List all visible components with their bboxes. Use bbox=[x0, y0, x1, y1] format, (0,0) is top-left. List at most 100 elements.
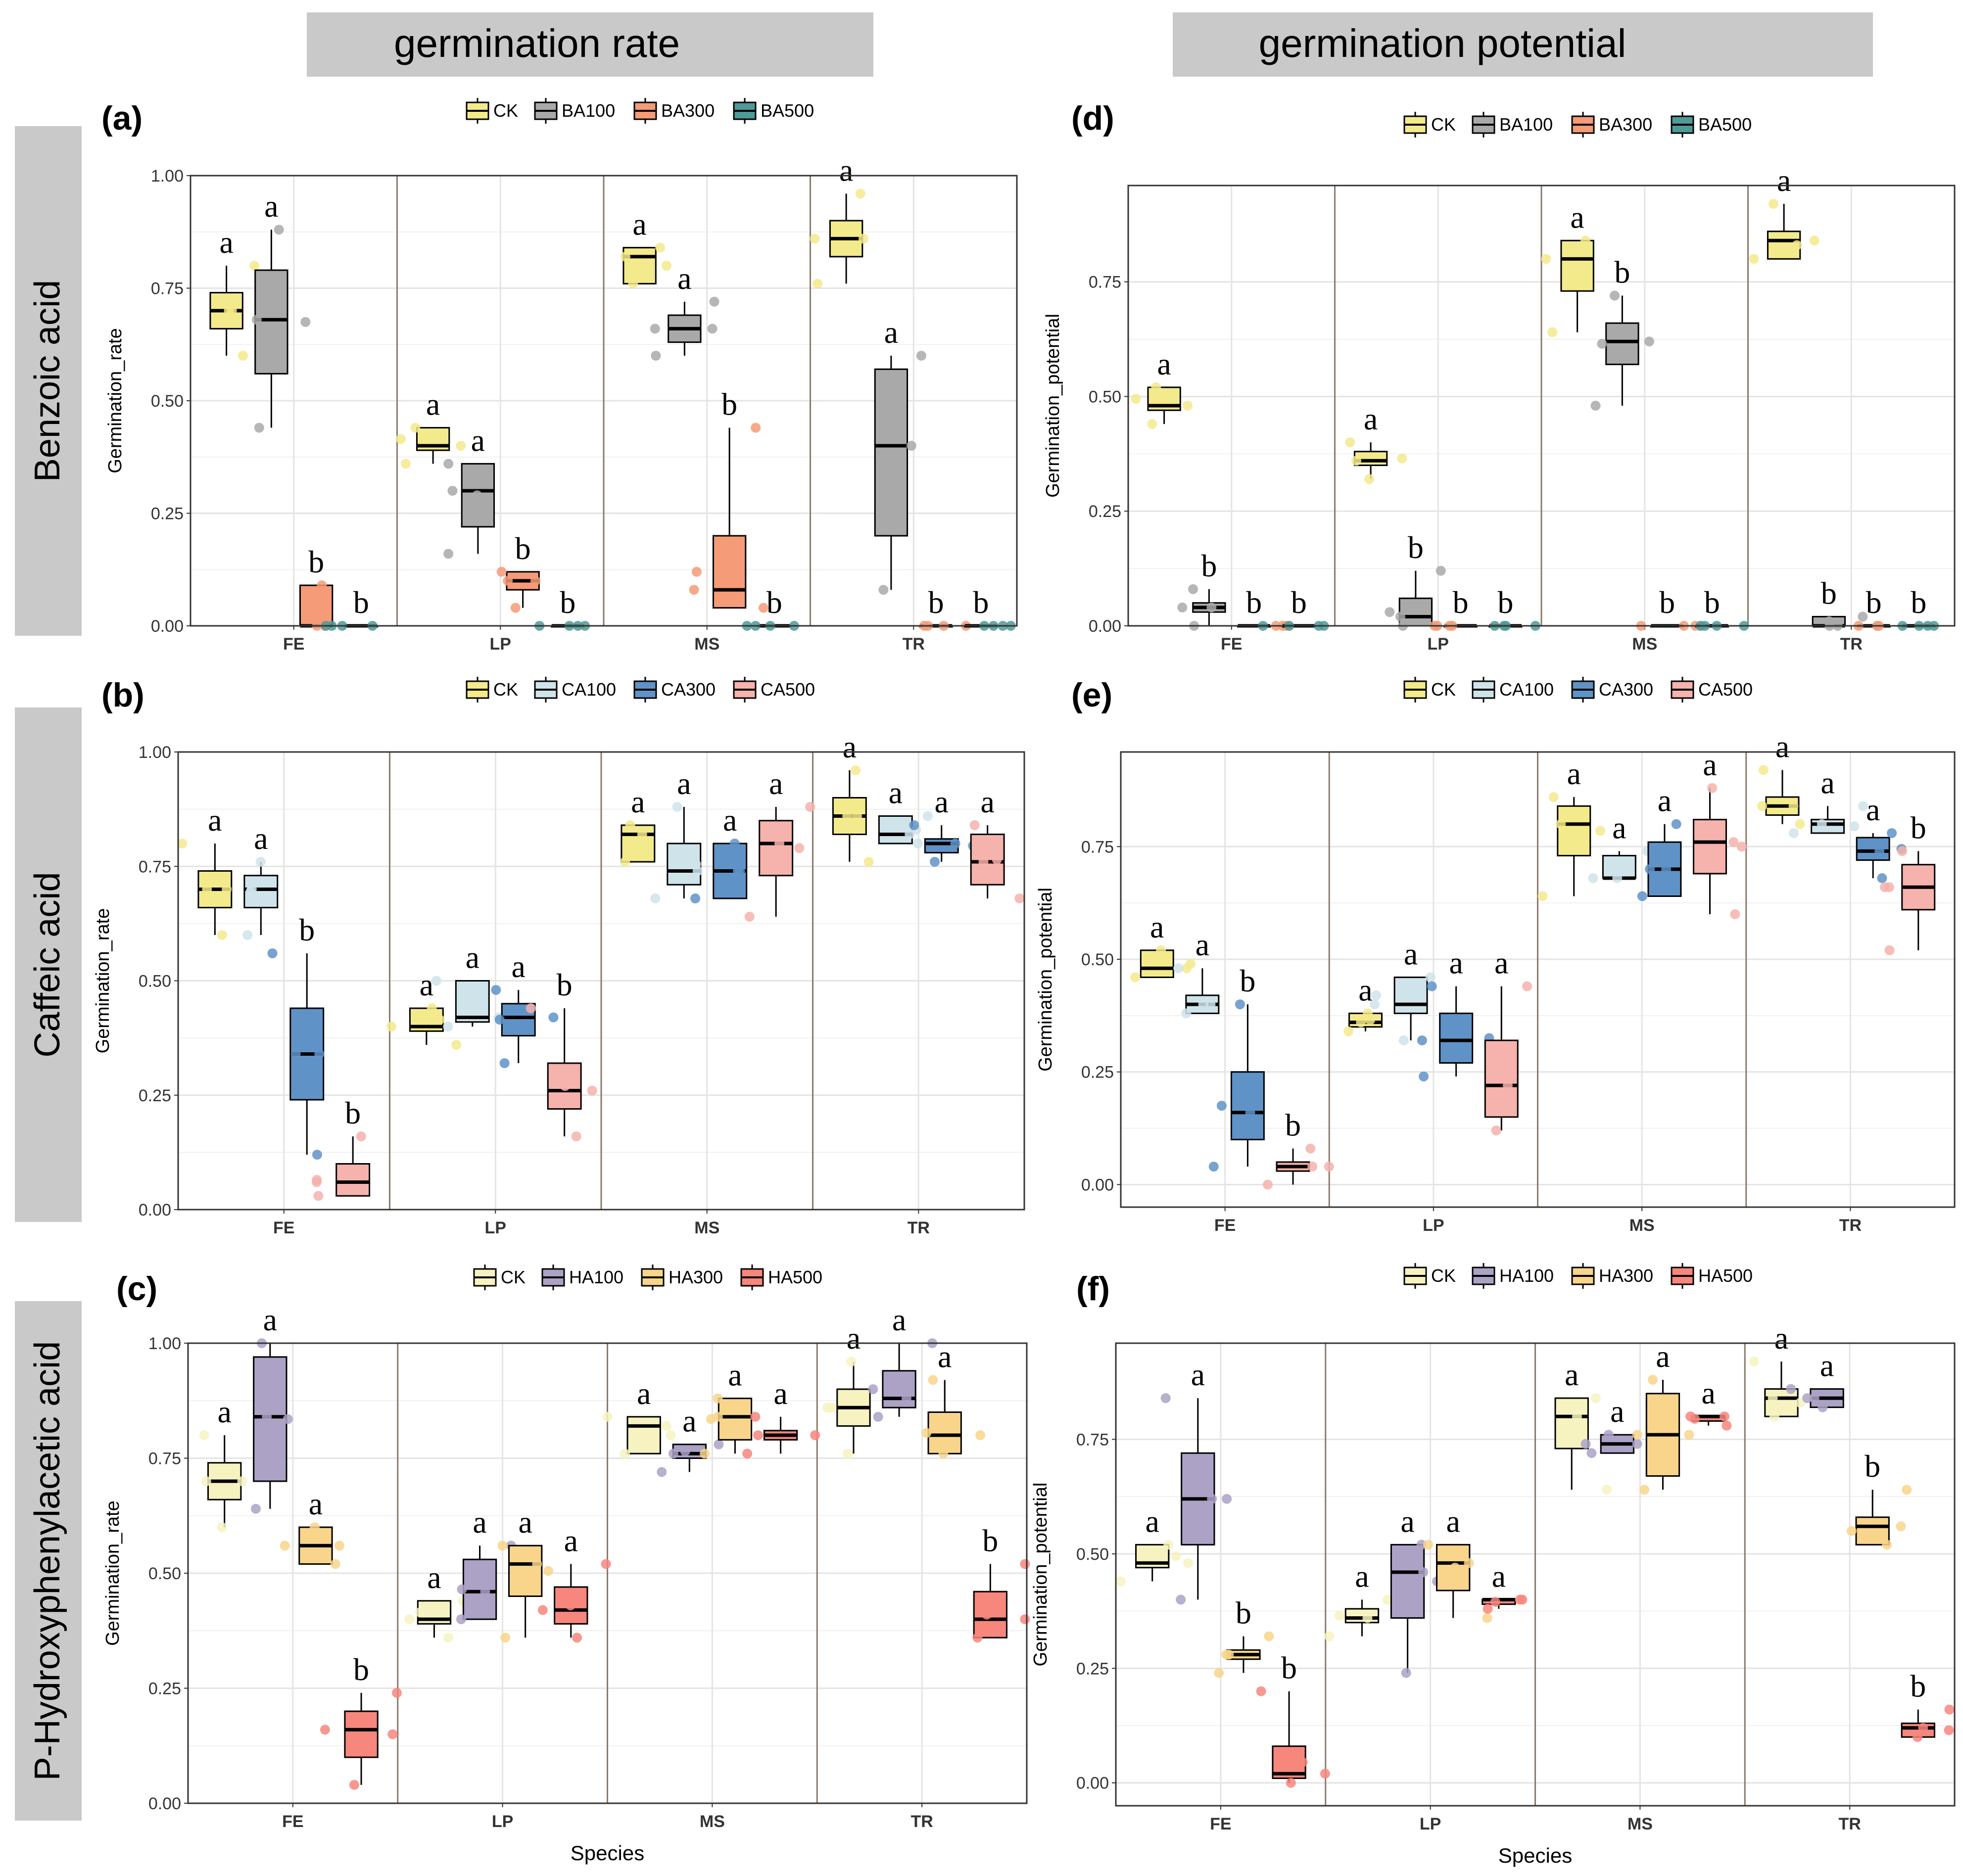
legend-label-BA100: BA100 bbox=[1499, 114, 1553, 135]
box-CK-MS bbox=[626, 1416, 661, 1454]
data-point bbox=[497, 1541, 508, 1551]
data-point bbox=[1563, 261, 1573, 271]
sig-letter: a bbox=[1703, 747, 1717, 782]
box-CA100-TR bbox=[1811, 819, 1845, 834]
sig-letter: a bbox=[938, 1339, 952, 1374]
data-point bbox=[992, 854, 1002, 865]
data-point bbox=[1362, 1613, 1373, 1623]
y-tick-label: 0.50 bbox=[148, 1564, 181, 1583]
data-point bbox=[689, 585, 699, 595]
box-CA500-LP bbox=[547, 1062, 582, 1110]
legend-label-CA300: CA300 bbox=[661, 679, 716, 700]
data-point bbox=[822, 1403, 833, 1413]
sig-letter: a bbox=[677, 261, 691, 296]
data-point bbox=[1163, 1540, 1174, 1550]
box-CA500-MS bbox=[759, 820, 794, 877]
plot-frame bbox=[1127, 185, 1956, 627]
x-tick-label-MS: MS bbox=[694, 1219, 719, 1237]
data-point bbox=[443, 1022, 453, 1032]
legend-label-HA500: HA500 bbox=[768, 1267, 822, 1287]
sig-letter: a bbox=[677, 766, 691, 801]
sig-letter: b bbox=[721, 387, 737, 422]
data-point bbox=[1572, 1411, 1582, 1422]
box-HA300-LP bbox=[508, 1545, 543, 1597]
legend-label-CK: CK bbox=[1431, 1266, 1456, 1286]
data-point bbox=[1597, 338, 1607, 349]
data-point bbox=[1788, 828, 1799, 838]
data-point bbox=[901, 1393, 911, 1404]
data-point bbox=[349, 1780, 359, 1790]
sig-letter: b bbox=[557, 967, 573, 1002]
sig-letter: a bbox=[1355, 1558, 1369, 1594]
sig-letter: a bbox=[723, 802, 737, 838]
data-point bbox=[1632, 1439, 1642, 1449]
header-left-box bbox=[307, 12, 873, 77]
data-point bbox=[843, 1449, 853, 1459]
data-point bbox=[1324, 1631, 1335, 1642]
data-point bbox=[1541, 254, 1551, 264]
sig-letter: a bbox=[1610, 1394, 1624, 1429]
row-label-box-1 bbox=[15, 126, 82, 636]
data-point bbox=[713, 1393, 723, 1404]
data-point bbox=[1417, 1035, 1427, 1045]
data-point bbox=[1884, 882, 1894, 892]
data-point bbox=[443, 459, 454, 469]
sig-letter: a bbox=[1157, 346, 1171, 381]
data-point bbox=[699, 1449, 710, 1459]
sig-letter: a bbox=[512, 949, 526, 984]
data-point bbox=[249, 261, 260, 271]
data-point bbox=[729, 839, 740, 848]
x-tick-label-LP: LP bbox=[490, 635, 511, 654]
data-point bbox=[451, 1040, 462, 1050]
data-point bbox=[858, 234, 868, 244]
box-CK-LP bbox=[1344, 1608, 1380, 1624]
data-point bbox=[242, 930, 253, 940]
data-point bbox=[1671, 819, 1681, 829]
data-point bbox=[1632, 1430, 1642, 1440]
data-point bbox=[1858, 611, 1868, 622]
data-point bbox=[1580, 1439, 1591, 1449]
data-point bbox=[794, 843, 805, 853]
data-point bbox=[1176, 1595, 1186, 1605]
sig-letter: b bbox=[1201, 548, 1217, 583]
data-point bbox=[1418, 1567, 1429, 1577]
data-point bbox=[251, 1503, 261, 1514]
data-point bbox=[496, 566, 507, 577]
data-point bbox=[280, 1541, 290, 1551]
data-point bbox=[909, 820, 919, 830]
y-tick-label: 0.25 bbox=[1089, 502, 1121, 521]
box-CA300-LP bbox=[1439, 1012, 1474, 1064]
sig-letter: a bbox=[1196, 927, 1209, 962]
y-axis-label: Germination_rate bbox=[93, 908, 113, 1054]
sig-letter: a bbox=[420, 967, 433, 1002]
data-point bbox=[1235, 999, 1245, 1010]
data-point bbox=[666, 1430, 676, 1440]
legend-label-CK: CK bbox=[1431, 114, 1456, 135]
data-point bbox=[177, 839, 188, 848]
data-point bbox=[651, 351, 661, 361]
data-point bbox=[404, 1614, 415, 1624]
box-BA100-TR bbox=[874, 368, 909, 537]
box-BA300-MS bbox=[712, 535, 747, 609]
data-point bbox=[1216, 1101, 1227, 1111]
box-HA100-TR bbox=[882, 1370, 916, 1408]
data-point bbox=[1896, 1521, 1906, 1532]
box-HA300-TR bbox=[1855, 1516, 1890, 1546]
data-point bbox=[457, 1584, 467, 1595]
data-point bbox=[906, 441, 916, 451]
data-point bbox=[1245, 1107, 1255, 1118]
data-point bbox=[274, 225, 284, 235]
data-point bbox=[1423, 1540, 1434, 1550]
sig-letter: a bbox=[632, 207, 646, 242]
data-point bbox=[930, 857, 940, 867]
data-point bbox=[662, 1421, 672, 1431]
sig-letter: a bbox=[219, 225, 233, 260]
data-point bbox=[744, 912, 755, 922]
data-point bbox=[978, 857, 989, 867]
sig-letter: b bbox=[1911, 585, 1926, 620]
legend-label-CA300: CA300 bbox=[1599, 679, 1653, 700]
data-point bbox=[330, 1559, 340, 1569]
